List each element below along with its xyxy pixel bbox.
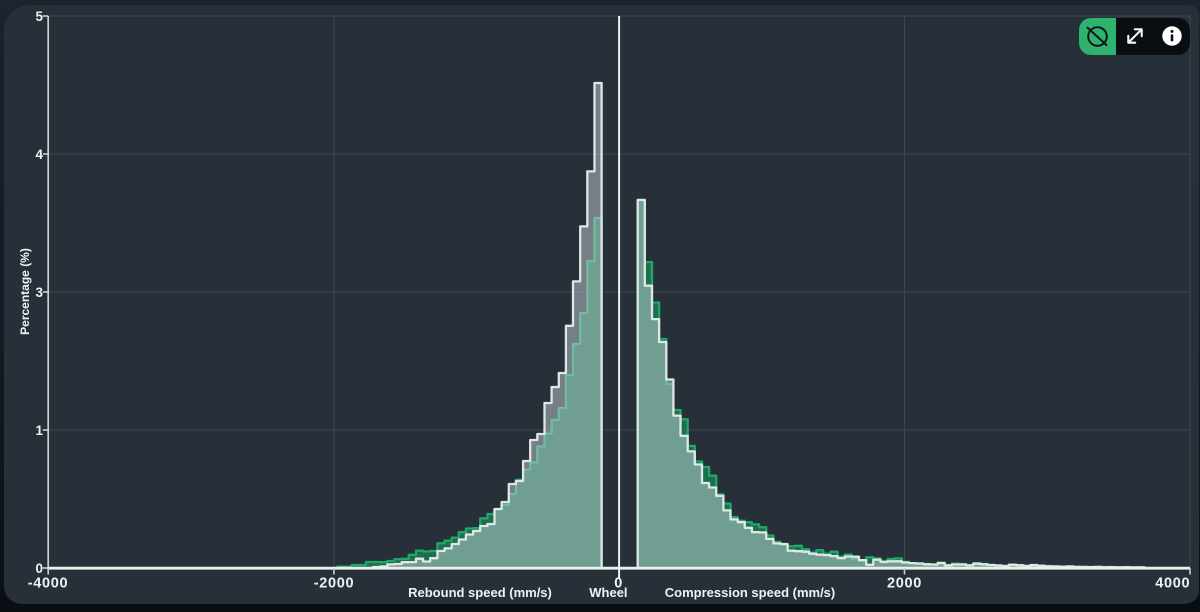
svg-text:0: 0 — [35, 561, 43, 576]
svg-text:Percentage (%): Percentage (%) — [18, 248, 32, 335]
svg-text:Compression speed (mm/s): Compression speed (mm/s) — [665, 585, 836, 600]
svg-text:1: 1 — [35, 423, 43, 438]
svg-text:5: 5 — [35, 9, 43, 24]
svg-text:0: 0 — [614, 576, 623, 592]
svg-text:Wheel: Wheel — [589, 585, 627, 600]
svg-text:3: 3 — [35, 285, 43, 300]
svg-text:4: 4 — [35, 147, 43, 162]
svg-text:-4000: -4000 — [28, 576, 69, 592]
svg-text:2000: 2000 — [887, 576, 922, 592]
svg-text:Rebound speed (mm/s): Rebound speed (mm/s) — [408, 585, 552, 600]
svg-text:4000: 4000 — [1155, 576, 1190, 592]
svg-text:-2000: -2000 — [314, 576, 355, 592]
